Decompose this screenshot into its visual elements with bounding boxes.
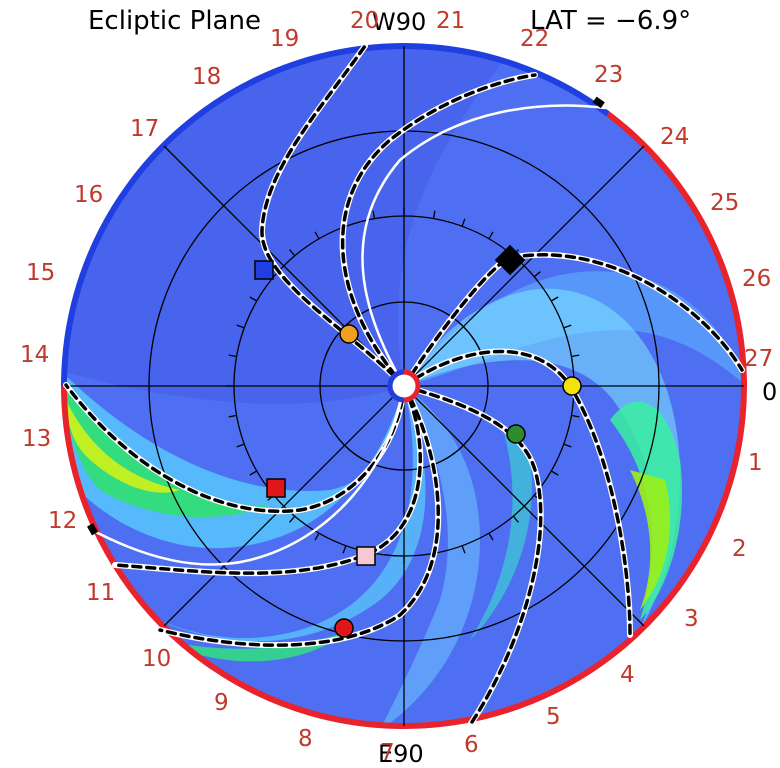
black-diamond-marker [494,244,526,276]
rim-tick-mark [87,523,99,536]
rim-label-11: 11 [86,580,115,606]
rim-label-13: 13 [22,426,51,452]
rim-red-arc [61,111,747,729]
rim-label-25: 25 [710,190,739,216]
rim-label-16: 16 [74,182,103,208]
rim-label-7: 7 [380,740,395,766]
planet-markers [254,244,582,638]
orange-circle-marker [339,324,359,344]
green-circle-marker [506,424,526,444]
rim-tick-mark [592,96,605,109]
latitude-label: LAT = −6.9° [530,6,692,36]
yellow-circle-marker [562,376,582,396]
rim-label-10: 10 [142,646,171,672]
rim-blue-arc [61,43,610,387]
direction-label-right: 0 [762,378,777,406]
red-square-marker [266,478,286,498]
red-circle-marker [334,618,354,638]
rim-label-22: 22 [520,26,549,52]
rim-label-24: 24 [660,124,689,150]
direction-label-top: W90 [372,8,426,36]
rim-label-2: 2 [732,536,747,562]
rim-label-17: 17 [130,116,159,142]
ring-ticks [226,208,582,564]
rim-label-14: 14 [20,342,49,368]
direction-label-bottom: E90 [378,740,424,768]
plot-title: Ecliptic Plane [88,6,261,36]
blue-square-marker [254,260,274,280]
rim-label-3: 3 [684,606,699,632]
rim-label-12: 12 [48,508,77,534]
rim-label-15: 15 [26,260,55,286]
rim-label-5: 5 [546,704,561,730]
rim-label-8: 8 [298,726,313,752]
rim-label-4: 4 [620,662,635,688]
rim-label-21: 21 [436,8,465,34]
rim-label-9: 9 [214,690,229,716]
rim-label-1: 1 [748,450,763,476]
rim-label-18: 18 [192,64,221,90]
pink-square-marker [356,546,376,566]
rim-label-26: 26 [742,266,771,292]
rim-label-23: 23 [594,62,623,88]
rim-label-19: 19 [270,26,299,52]
rim-label-20: 20 [350,8,379,34]
rim-label-6: 6 [464,732,479,758]
rim-label-27: 27 [744,346,773,372]
